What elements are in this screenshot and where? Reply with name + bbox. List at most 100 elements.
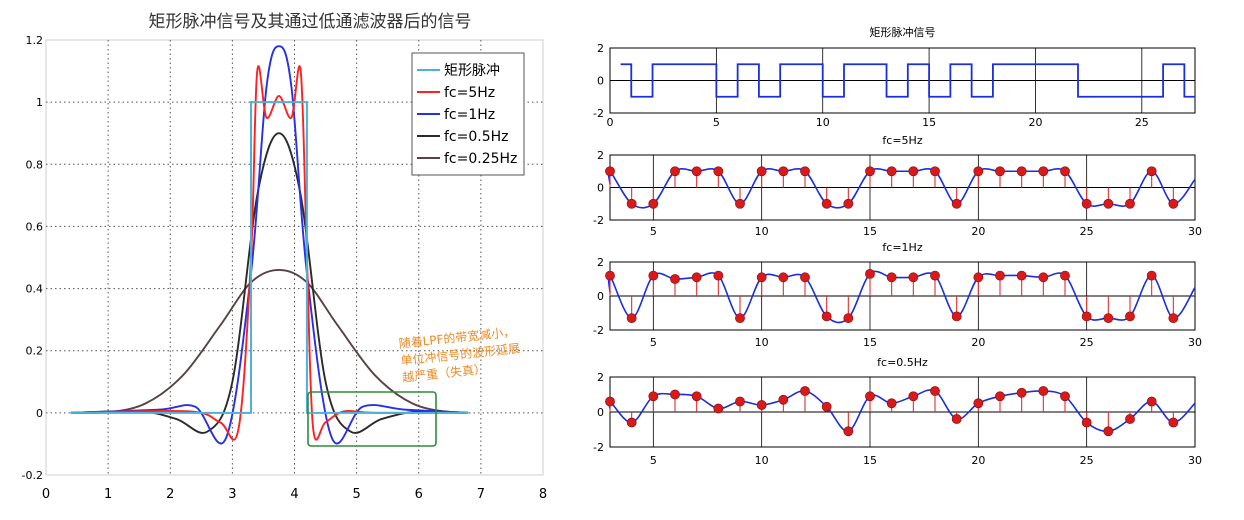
panel-y-tick-label: 0: [597, 290, 604, 303]
panel-y-tick-label: -2: [593, 324, 604, 337]
series-fc-0-25hz: [70, 268, 469, 415]
sample-marker: [670, 274, 680, 284]
left-y-tick-label: -0.2: [22, 469, 43, 482]
sample-marker: [626, 313, 637, 323]
legend-label: fc=5Hz: [444, 85, 495, 101]
panel-x-tick-label: 10: [816, 116, 830, 129]
panel-x-tick-label: 20: [1028, 116, 1042, 129]
sample-marker: [1125, 414, 1135, 424]
sample-marker: [735, 198, 745, 209]
sample-marker: [778, 272, 789, 283]
left-y-tick-label: 0.6: [26, 220, 44, 233]
left-x-tick-label: 6: [415, 487, 423, 502]
panel-y-tick-label: 0: [597, 182, 604, 195]
sample-marker: [995, 166, 1005, 177]
left-chart-title: 矩形脉冲信号及其通过低通滤波器后的信号: [149, 12, 472, 32]
sample-marker: [886, 398, 897, 409]
sample-marker: [713, 166, 724, 177]
panel-y-tick-label: 2: [597, 42, 604, 55]
sample-marker: [1146, 270, 1157, 281]
sample-marker: [605, 166, 615, 177]
panel-x-tick-label: 25: [1080, 225, 1094, 238]
panel-x-tick-label: 15: [863, 336, 877, 349]
panel-y-tick-label: -2: [593, 214, 604, 227]
sample-marker: [1125, 198, 1135, 209]
sample-marker: [908, 166, 919, 177]
sample-marker: [930, 270, 940, 281]
panel-x-tick-label: 15: [863, 454, 877, 467]
sample-marker: [1103, 426, 1114, 437]
panel-x-tick-label: 10: [755, 454, 769, 467]
left-y-tick-label: 0.2: [26, 345, 44, 358]
sample-marker: [1168, 198, 1179, 209]
sample-marker: [1081, 311, 1092, 322]
panel-4: fc=0.5Hz 5 10 15 20 25 30 -2 0 2: [593, 356, 1202, 467]
left-y-tick-label: 0: [36, 407, 43, 420]
sample-marker: [800, 272, 810, 283]
sample-marker: [973, 166, 984, 177]
panel-x-tick-label: 25: [1135, 116, 1149, 129]
left-series-lines: [70, 45, 469, 445]
sample-marker: [756, 166, 767, 177]
legend-label: fc=1Hz: [444, 107, 495, 123]
sample-marker: [1038, 272, 1049, 283]
panel-x-tick-label: 5: [650, 336, 657, 349]
left-x-tick-label: 3: [228, 487, 236, 502]
sample-marker: [800, 386, 810, 396]
legend-label: 矩形脉冲: [444, 63, 500, 79]
sample-marker: [648, 270, 659, 281]
sample-marker: [973, 398, 984, 409]
sample-marker: [778, 166, 789, 177]
sample-marker: [691, 166, 702, 177]
panel-y-tick-label: 0: [597, 75, 604, 88]
sample-marker: [973, 272, 984, 283]
sample-marker: [843, 198, 854, 209]
panel-y-tick-label: 2: [597, 256, 604, 269]
left-x-tick-label: 0: [42, 487, 50, 502]
sample-marker: [691, 272, 702, 283]
sample-marker: [605, 396, 615, 407]
left-x-tick-label: 2: [166, 487, 174, 502]
sample-marker: [1168, 417, 1179, 428]
sample-marker: [821, 198, 832, 209]
sample-marker: [756, 272, 767, 283]
sample-marker: [735, 396, 745, 407]
sample-marker: [930, 166, 940, 177]
panel-x-tick-label: 10: [755, 225, 769, 238]
sample-marker: [1146, 166, 1157, 177]
sample-marker: [1081, 198, 1092, 209]
legend-label: fc=0.5Hz: [444, 129, 509, 145]
panel-square-wave: [620, 63, 1195, 98]
left-y-tick-label: 1.2: [26, 34, 44, 47]
sample-marker: [995, 270, 1005, 281]
sample-marker: [713, 270, 724, 281]
sample-marker: [951, 414, 962, 424]
sample-marker: [648, 391, 659, 402]
sample-marker: [670, 389, 680, 400]
panel-x-tick-label: 25: [1080, 454, 1094, 467]
panel-x-tick-label: 20: [971, 454, 985, 467]
panel-3: fc=1Hz 5 10 15 20 25 30 -2 0 2: [593, 241, 1202, 349]
sample-marker: [1060, 166, 1070, 177]
annotation-box-group: [307, 391, 437, 447]
panel-x-tick-label: 15: [863, 225, 877, 238]
sample-marker: [865, 268, 875, 279]
legend-label: fc=0.25Hz: [444, 151, 517, 167]
sample-marker: [735, 313, 745, 323]
panel-x-tick-label: 5: [650, 225, 657, 238]
sample-marker: [1038, 386, 1049, 396]
panel-x-tick-label: 25: [1080, 336, 1094, 349]
panel-y-tick-label: -2: [593, 107, 604, 120]
series-fc-5hz: [70, 65, 469, 441]
sample-marker: [605, 270, 615, 281]
panel-x-tick-label: 30: [1188, 336, 1202, 349]
sample-marker: [865, 166, 875, 177]
panel-title: fc=0.5Hz: [877, 356, 928, 369]
sample-marker: [1146, 396, 1157, 407]
left-x-tick-label: 7: [477, 487, 485, 502]
sample-marker: [886, 272, 897, 283]
sample-marker: [778, 394, 789, 405]
sample-marker: [995, 391, 1005, 402]
panel-x-tick-label: 15: [922, 116, 936, 129]
